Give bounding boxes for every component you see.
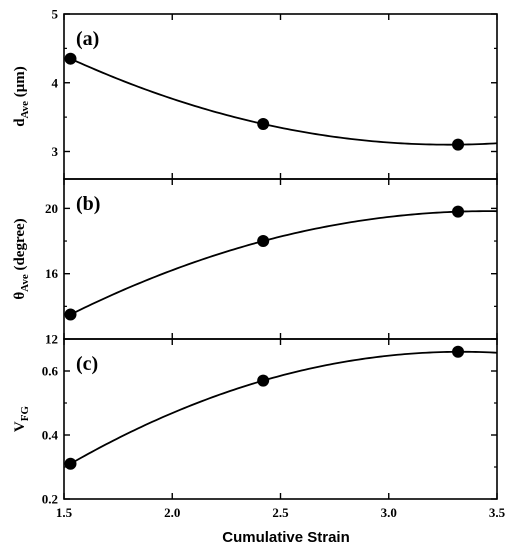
y-axis-label-main: V — [12, 421, 28, 432]
fit-curve — [70, 350, 497, 465]
y-axis-label-sub: FG — [19, 405, 31, 421]
y-axis-label: θAve (degree) — [12, 218, 31, 299]
data-point — [64, 457, 77, 470]
panel-label: (c) — [76, 353, 98, 375]
panel-c: 0.2 0.4 0.6 1.5 2.0 2.5 3.0 3.5 (c) VFG — [12, 338, 506, 520]
y-axis-label: VFG — [12, 405, 31, 432]
data-point — [64, 308, 77, 321]
panel-b: 12 16 20 (b) θAve (degree) — [12, 178, 498, 347]
data-point — [452, 138, 465, 151]
y-tick-label: 0.2 — [42, 492, 58, 507]
panel-label: (a) — [76, 28, 99, 50]
y-axis-label-main: d — [12, 118, 28, 127]
panel-a: 3 4 5 (a) dAve (μm) — [12, 7, 498, 180]
data-point — [257, 374, 270, 387]
x-tick-label: 3.5 — [489, 505, 506, 520]
panel-label: (b) — [76, 193, 100, 215]
y-tick-label: 3 — [52, 144, 59, 159]
plot-frame — [63, 178, 498, 340]
data-point — [257, 235, 270, 248]
fit-curve — [70, 210, 497, 316]
y-tick-label: 0.4 — [42, 428, 59, 443]
y-tick-label: 12 — [45, 332, 58, 347]
y-axis-label-unit: (degree) — [12, 218, 28, 274]
plot-frame — [63, 13, 498, 180]
y-tick-label: 4 — [52, 75, 59, 90]
y-axis-label: dAve (μm) — [12, 66, 31, 127]
y-axis-label-unit: (μm) — [12, 66, 28, 101]
data-point — [452, 205, 465, 218]
y-tick-label: 20 — [45, 201, 58, 216]
data-point — [257, 118, 270, 130]
plot-frame — [63, 338, 498, 500]
x-tick-label: 2.0 — [164, 505, 180, 520]
y-tick-label: 0.6 — [42, 364, 59, 379]
x-axis-label: Cumulative Strain — [222, 529, 350, 546]
y-axis-label-main: θ — [12, 292, 28, 300]
y-tick-label: 16 — [45, 266, 59, 281]
x-tick-label: 1.5 — [56, 505, 73, 520]
y-axis-label-sub: Ave — [19, 101, 31, 119]
fit-curve — [70, 57, 497, 146]
x-tick-label: 2.5 — [272, 505, 289, 520]
x-tick-label: 3.0 — [381, 505, 397, 520]
data-point — [64, 52, 77, 65]
data-point — [452, 345, 465, 358]
y-axis-label-sub: Ave — [19, 274, 31, 292]
y-tick-label: 5 — [52, 7, 59, 22]
